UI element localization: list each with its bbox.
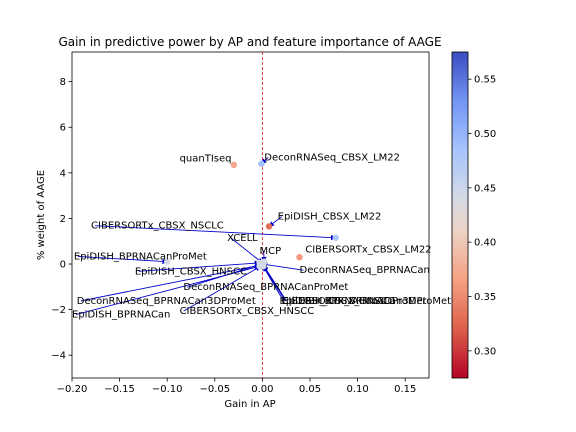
y-tick-label: 4: [60, 168, 66, 179]
colorbar-tick-label: 0.55: [474, 75, 496, 86]
y-tick-label: −2: [51, 305, 66, 316]
y-tick-label: 0: [60, 260, 66, 271]
point-label: CIBERSORTx_CBSX_HNSCC: [180, 306, 315, 317]
y-tick-label: 6: [60, 123, 66, 134]
colorbar-tick-label: 0.45: [474, 183, 496, 194]
point-label: EpiDISH_BPRNACan: [72, 310, 170, 321]
y-tick-label: −4: [51, 351, 66, 362]
point-label: EpiDISH_CBSX_HNSCC: [135, 266, 247, 277]
data-point: [230, 161, 238, 169]
colorbar-ticks: 0.30 0.35 0.40 0.45 0.50 0.55: [468, 75, 496, 357]
x-tick-label: 0.05: [299, 384, 321, 395]
data-point: [164, 258, 171, 265]
colorbar: 0.30 0.35 0.40 0.45 0.50 0.55: [451, 51, 496, 379]
colorbar-tick-label: 0.30: [474, 346, 496, 357]
y-tick-label: 2: [60, 214, 66, 225]
x-tick-label: −0.10: [152, 384, 183, 395]
point-label: quanTIseq: [180, 153, 232, 164]
x-axis-label: Gain in AP: [224, 399, 275, 410]
y-tick-label: 8: [60, 77, 66, 88]
x-tick-label: −0.15: [104, 384, 135, 395]
point-label: EpiDISH_CBSX_HNSCC: [282, 296, 394, 307]
point-label: CIBERSORTx_CBSX_LM22: [305, 245, 431, 256]
annotation-arrow: [95, 225, 337, 241]
x-tick-label: −0.20: [57, 384, 88, 395]
point-label: XCELL: [227, 233, 258, 244]
y-axis: −4 −2 0 2 4 6 8: [51, 77, 72, 362]
annotation-arrow: [75, 264, 261, 316]
plot-area: quanTIseq DeconRNASeq_CBSX_LM22 EpiDISH_CB…: [71, 51, 451, 379]
point-label: DeconRNASeq_BPRNACan: [300, 265, 430, 276]
annotation-arrow: [261, 262, 304, 271]
x-axis: −0.20 −0.15 −0.10 −0.05 0.00 0.05 0.10 0.15: [57, 378, 416, 395]
point-label: EpiDISH_BPRNACan3DProMet: [280, 296, 427, 307]
data-point: [265, 223, 273, 230]
data-points: [164, 160, 339, 270]
annotation-arrow: [138, 260, 261, 272]
annotation-arrow: [77, 256, 168, 265]
point-label: DeconRNASeq_CBSX_LM22: [264, 152, 400, 163]
x-tick-label: 0.10: [346, 384, 368, 395]
data-point: [296, 253, 303, 261]
colorbar-gradient: [451, 51, 469, 379]
data-point: [332, 234, 339, 241]
annotation-arrow: [80, 263, 262, 302]
point-label: CIBERSORTx_BPRNACan3DProMet: [281, 296, 451, 307]
annotation-arrow: [183, 265, 261, 312]
y-axis-label: % weight of AAGE: [36, 170, 47, 260]
point-label: EpiDISH_CBSX_LM22: [278, 212, 382, 223]
x-tick-label: 0.15: [394, 384, 416, 395]
plot-frame: [71, 51, 430, 379]
colorbar-tick-label: 0.40: [474, 238, 496, 249]
x-tick-label: −0.05: [199, 384, 230, 395]
point-labels: quanTIseq DeconRNASeq_CBSX_LM22 EpiDISH_CB…: [72, 152, 451, 320]
colorbar-tick-label: 0.50: [474, 129, 496, 140]
point-label: EpiDISH_BPRNACanProMet: [74, 251, 207, 262]
data-point: [257, 263, 264, 270]
annotation-arrows: [75, 156, 337, 316]
annotation-arrow: [230, 237, 263, 264]
point-label: CIBERSORTx_CBSX_NSCLC: [91, 221, 224, 232]
x-tick-label: 0.00: [251, 384, 273, 395]
colorbar-tick-label: 0.35: [474, 292, 496, 303]
chart-title: Gain in predictive power by AP and featu…: [58, 35, 441, 49]
annotation-arrow: [262, 264, 287, 302]
data-point: [258, 160, 265, 167]
annotation-arrow: [262, 265, 286, 302]
point-label: MCP: [260, 246, 282, 257]
point-label: DeconRNASeq_BPRNACan3DProMet: [77, 296, 256, 307]
point-label: DeconRNASeq_BPRNACanProMet: [183, 282, 348, 293]
